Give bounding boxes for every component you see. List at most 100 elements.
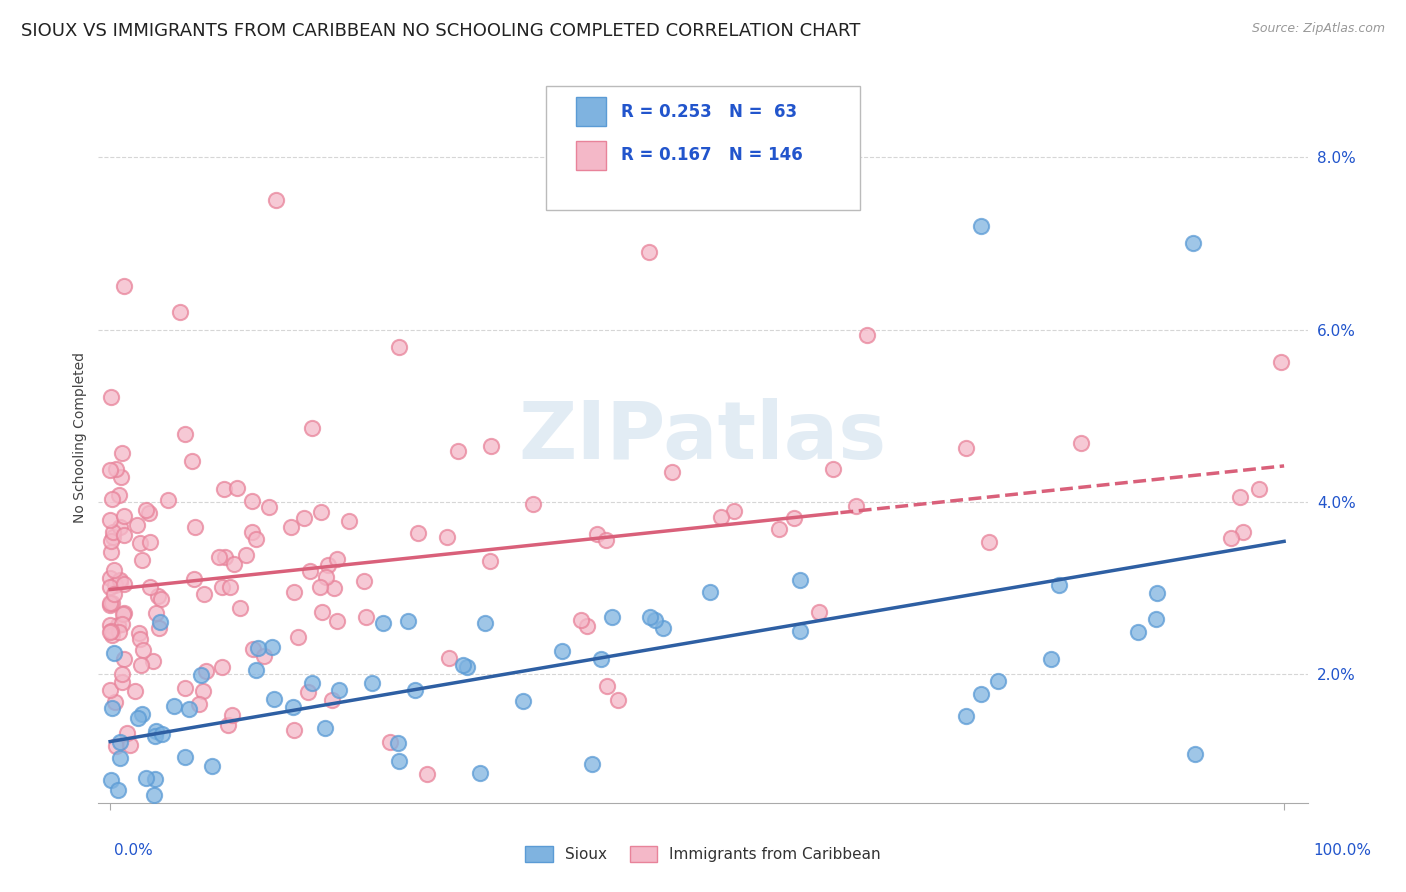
Point	[129, 632, 152, 646]
Point	[101, 628, 124, 642]
Point	[103, 530, 125, 544]
Point	[112, 279, 135, 293]
Point	[103, 577, 125, 591]
Text: Source: ZipAtlas.com: Source: ZipAtlas.com	[1251, 22, 1385, 36]
Point	[301, 420, 323, 434]
Point	[112, 577, 135, 591]
Point	[177, 702, 200, 716]
Point	[576, 618, 599, 632]
Point	[299, 564, 322, 578]
Point	[131, 553, 153, 567]
Point	[768, 522, 790, 536]
Point	[373, 615, 395, 630]
Point	[98, 513, 121, 527]
Point	[253, 649, 276, 664]
Point	[361, 675, 384, 690]
Point	[596, 679, 619, 693]
Point	[638, 609, 661, 624]
Point	[217, 717, 239, 731]
Point	[955, 709, 977, 723]
Point	[108, 575, 131, 590]
Point	[125, 517, 148, 532]
Point	[101, 491, 124, 506]
Point	[378, 735, 401, 749]
Point	[315, 570, 337, 584]
Point	[1229, 490, 1251, 504]
Point	[157, 492, 180, 507]
Point	[149, 592, 172, 607]
Point	[183, 572, 205, 586]
Point	[193, 587, 215, 601]
Point	[98, 596, 121, 610]
Point	[551, 644, 574, 658]
Point	[110, 734, 132, 748]
Point	[235, 548, 257, 562]
Y-axis label: No Schooling Completed: No Schooling Completed	[73, 351, 87, 523]
Point	[110, 470, 132, 484]
Point	[447, 444, 470, 458]
Point	[354, 609, 377, 624]
Text: SIOUX VS IMMIGRANTS FROM CARIBBEAN NO SCHOOLING COMPLETED CORRELATION CHART: SIOUX VS IMMIGRANTS FROM CARIBBEAN NO SC…	[21, 22, 860, 40]
Point	[104, 462, 127, 476]
Point	[581, 757, 603, 772]
Point	[149, 615, 172, 629]
Point	[143, 729, 166, 743]
Point	[104, 695, 127, 709]
Point	[1126, 625, 1149, 640]
Point	[388, 340, 411, 354]
Point	[135, 503, 157, 517]
Point	[187, 697, 209, 711]
Point	[245, 663, 267, 677]
Point	[1144, 612, 1167, 626]
Point	[856, 327, 879, 342]
Point	[326, 614, 349, 628]
Point	[108, 625, 131, 640]
Point	[191, 683, 214, 698]
Point	[145, 606, 167, 620]
Point	[101, 525, 124, 540]
Point	[118, 813, 141, 827]
Point	[132, 813, 155, 827]
Point	[98, 618, 121, 632]
Point	[212, 482, 235, 496]
Point	[328, 683, 350, 698]
Point	[353, 574, 375, 588]
Point	[979, 534, 1001, 549]
Point	[522, 497, 544, 511]
Point	[263, 692, 285, 706]
Point	[112, 607, 135, 622]
Point	[1232, 524, 1254, 539]
Point	[229, 601, 252, 615]
Point	[808, 605, 831, 619]
Point	[257, 500, 280, 514]
Point	[451, 657, 474, 672]
Point	[638, 245, 661, 260]
Point	[100, 533, 122, 548]
Point	[174, 749, 197, 764]
Point	[1270, 354, 1292, 368]
Point	[183, 520, 205, 534]
Point	[108, 520, 131, 534]
Point	[103, 586, 125, 600]
Point	[150, 727, 173, 741]
Point	[111, 667, 134, 681]
Point	[297, 813, 319, 827]
Point	[135, 772, 157, 786]
Point	[128, 625, 150, 640]
Point	[586, 527, 609, 541]
Text: R = 0.253   N =  63: R = 0.253 N = 63	[621, 103, 797, 120]
Point	[107, 783, 129, 797]
Point	[987, 673, 1010, 688]
Point	[1181, 236, 1204, 251]
Point	[416, 767, 439, 781]
Point	[823, 461, 845, 475]
Point	[98, 682, 121, 697]
Point	[211, 580, 233, 594]
Point	[211, 660, 233, 674]
Point	[309, 580, 332, 594]
Point	[337, 514, 360, 528]
Point	[98, 625, 121, 640]
Point	[283, 700, 305, 714]
Point	[118, 738, 141, 752]
Point	[207, 549, 229, 564]
